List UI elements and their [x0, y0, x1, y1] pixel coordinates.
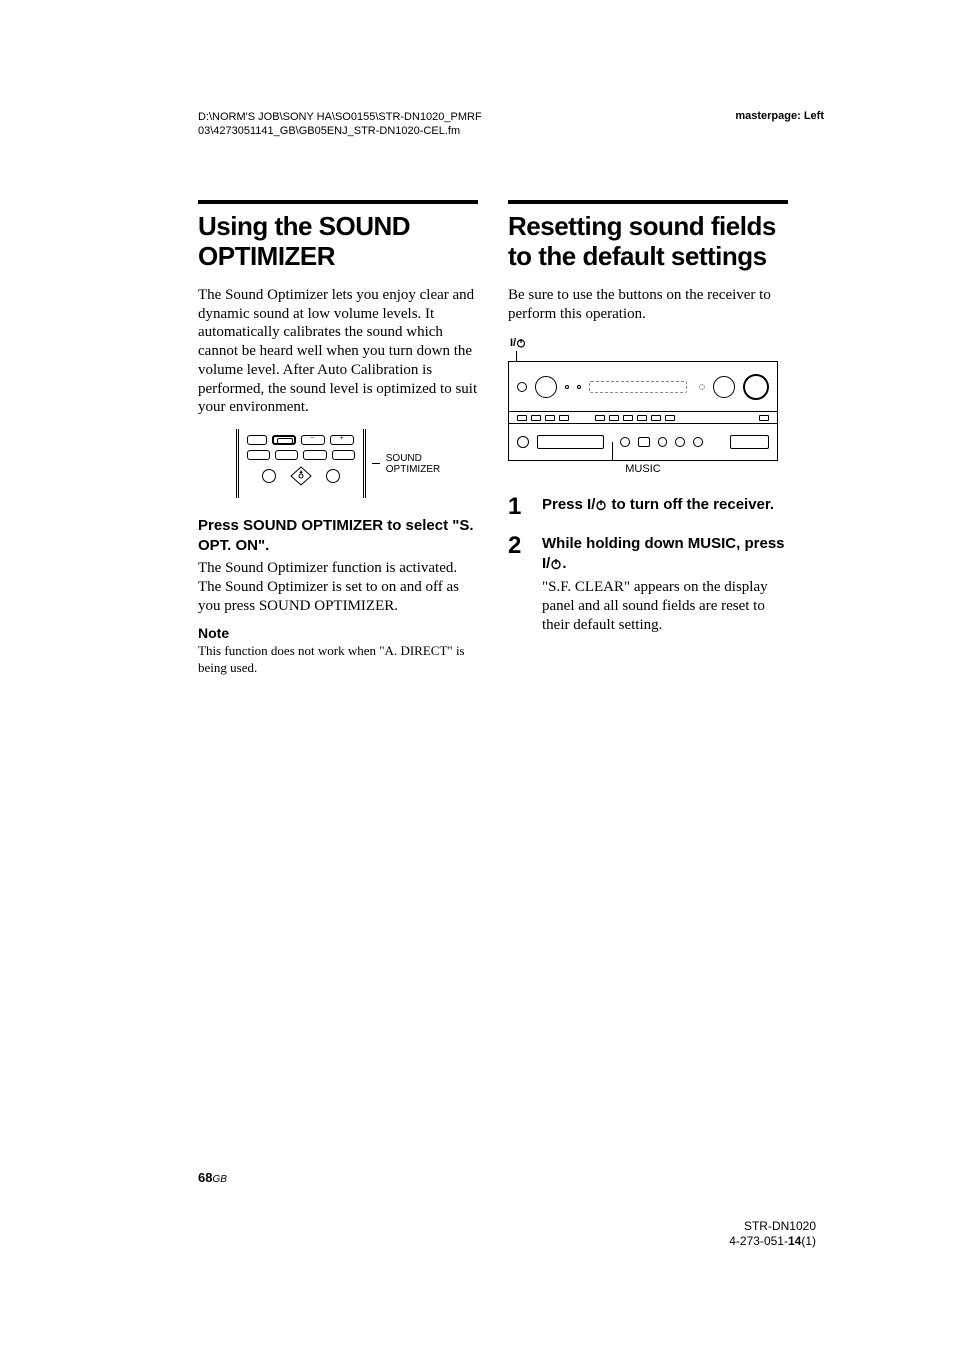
callout-lead-line [612, 442, 613, 460]
step-head-post: to turn off the receiver. [607, 496, 774, 513]
footer-code-post: (1) [801, 1234, 816, 1248]
step-number: 1 [508, 495, 528, 519]
step-number: 2 [508, 534, 528, 635]
flap-icon [537, 435, 605, 449]
section-title-right: Resetting sound fields to the default se… [508, 212, 788, 272]
receiver-outline [508, 361, 778, 461]
jack-icon [675, 437, 685, 447]
callout-line [372, 463, 380, 464]
intro-text-right: Be sure to use the buttons on the receiv… [508, 286, 788, 324]
step-head-pre: While holding down MUSIC, press I/ [542, 535, 785, 572]
receiver-top-panel [509, 362, 777, 412]
receiver-button-row [509, 412, 777, 424]
small-button-icon [759, 415, 769, 421]
power-icon [550, 558, 562, 570]
small-button-icon [609, 415, 619, 421]
remote-circle-button [262, 469, 276, 483]
small-button-icon [637, 415, 647, 421]
jack-icon [693, 437, 703, 447]
small-button-icon [517, 415, 527, 421]
jack-icon [658, 437, 668, 447]
volume-knob-icon [743, 374, 769, 400]
power-button-icon [517, 382, 527, 392]
remote-button [247, 435, 267, 445]
step-head-post: . [562, 555, 566, 572]
svg-text:▴: ▴ [299, 469, 302, 475]
small-button-icon [651, 415, 661, 421]
small-button-icon [531, 415, 541, 421]
content-columns: Using the SOUND OPTIMIZER The Sound Opti… [198, 200, 858, 676]
small-button-icon [623, 415, 633, 421]
knob-icon [713, 376, 735, 398]
step-heading: While holding down MUSIC, press I/. [542, 534, 788, 575]
page-number-value: 68 [198, 1170, 212, 1185]
remote-figure: − + ▴ [198, 429, 478, 498]
left-column: Using the SOUND OPTIMIZER The Sound Opti… [198, 200, 478, 676]
file-path: D:\NORM'S JOB\SONY HA\SO0155\STR-DN1020_… [198, 110, 648, 139]
receiver-bottom-panel [509, 424, 777, 460]
step-2: 2 While holding down MUSIC, press I/. "S… [508, 534, 788, 635]
small-button-icon [559, 415, 569, 421]
step-body: While holding down MUSIC, press I/. "S.F… [542, 534, 788, 635]
small-button-icon [595, 415, 605, 421]
remote-button [247, 450, 270, 460]
callout-label-line1: SOUND [386, 453, 440, 464]
input-knob-icon [535, 376, 557, 398]
jack-icon [638, 437, 650, 447]
note-text: This function does not work when "A. DIR… [198, 643, 478, 676]
flap-icon [730, 435, 769, 449]
page: D:\NORM'S JOB\SONY HA\SO0155\STR-DN1020_… [0, 0, 954, 1350]
footer-code-pre: 4-273-051- [729, 1234, 788, 1248]
remote-outline: − + ▴ [236, 429, 366, 498]
power-callout-label: I/ [510, 337, 778, 349]
small-button-icon [545, 415, 555, 421]
sound-optimizer-button [272, 435, 296, 445]
page-number-suffix: GB [212, 1174, 226, 1185]
ir-sensor-icon [699, 384, 705, 390]
step-body: Press I/ to turn off the receiver. [542, 495, 788, 519]
right-column: Resetting sound fields to the default se… [508, 200, 788, 676]
paragraph-left: The Sound Optimizer function is activate… [198, 559, 478, 615]
power-icon [595, 499, 607, 511]
dpad-icon: ▴ [281, 465, 321, 487]
remote-button [332, 450, 355, 460]
small-button-icon [665, 415, 675, 421]
footer-model-info: STR-DN1020 4-273-051-14(1) [729, 1219, 816, 1250]
remote-circle-button [326, 469, 340, 483]
music-callout-label: MUSIC [508, 463, 778, 475]
subheading-left: Press SOUND OPTIMIZER to select "S. OPT.… [198, 516, 478, 555]
remote-button [303, 450, 326, 460]
page-number: 68GB [198, 1170, 227, 1185]
step-heading: Press I/ to turn off the receiver. [542, 495, 788, 515]
section-rule [508, 200, 788, 204]
step-text: "S.F. CLEAR" appears on the display pane… [542, 578, 788, 634]
remote-button: + [330, 435, 354, 445]
display-panel-icon [589, 381, 687, 393]
footer-model: STR-DN1020 [729, 1219, 816, 1235]
section-rule [198, 200, 478, 204]
step-1: 1 Press I/ to turn off the receiver. [508, 495, 788, 519]
jack-icon [517, 436, 529, 448]
remote-button: − [301, 435, 325, 445]
dot-icon [577, 385, 581, 389]
remote-button [275, 450, 298, 460]
jack-icon [620, 437, 630, 447]
footer-code: 4-273-051-14(1) [729, 1234, 816, 1250]
section-title-left: Using the SOUND OPTIMIZER [198, 212, 478, 272]
receiver-figure: I/ [508, 337, 778, 475]
note-heading: Note [198, 625, 478, 641]
intro-text-left: The Sound Optimizer lets you enjoy clear… [198, 286, 478, 417]
power-icon [516, 338, 526, 348]
footer-code-bold: 14 [788, 1234, 801, 1248]
step-head-pre: Press I/ [542, 496, 595, 513]
callout-label-line2: OPTIMIZER [386, 464, 440, 475]
dot-icon [565, 385, 569, 389]
masterpage-label: masterpage: Left [735, 110, 824, 122]
figure-callout-label: SOUND OPTIMIZER [386, 453, 440, 475]
callout-lead-line [516, 351, 517, 361]
